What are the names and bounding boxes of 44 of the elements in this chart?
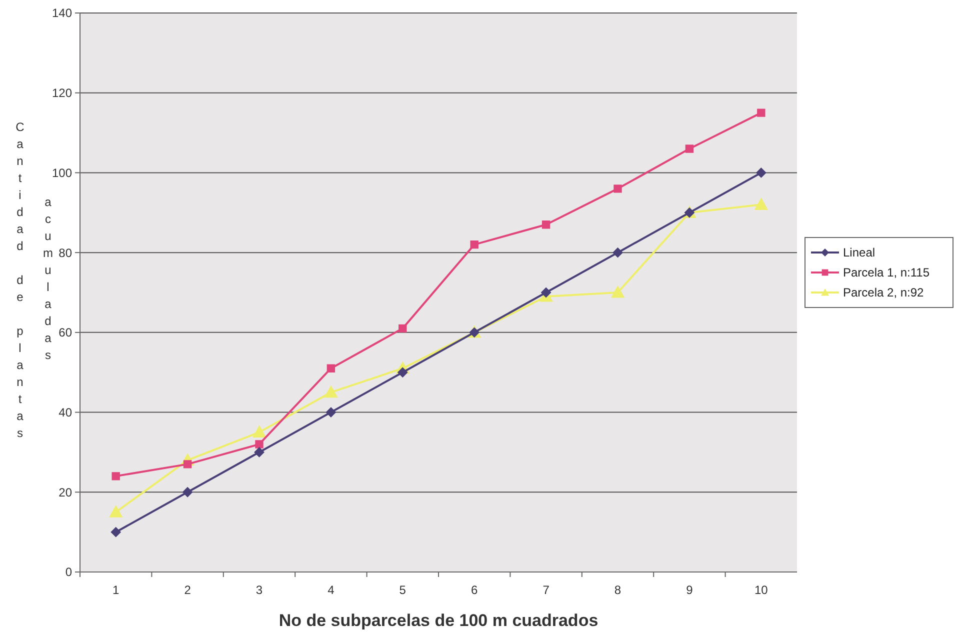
x-tick-label: 1 <box>112 583 120 597</box>
point <box>611 286 624 298</box>
x-tick-label: 6 <box>471 583 478 597</box>
point <box>470 240 478 249</box>
x-tick-label: 5 <box>399 583 406 597</box>
point <box>109 506 122 518</box>
x-tick-label: 4 <box>328 583 335 597</box>
x-tick-label: 10 <box>754 583 768 597</box>
point <box>326 364 336 372</box>
legend-label: Parcela 1, n:115 <box>843 266 930 280</box>
point <box>255 440 264 448</box>
point <box>754 198 768 210</box>
point <box>757 108 766 117</box>
point <box>612 248 623 258</box>
point <box>614 184 622 193</box>
point <box>182 487 193 498</box>
point <box>756 168 766 178</box>
point <box>254 447 264 458</box>
point <box>324 386 338 398</box>
legend-label: Lineal <box>843 246 876 260</box>
y-tick-label: 120 <box>52 86 72 100</box>
point <box>252 426 266 438</box>
x-tick-label: 9 <box>686 583 694 597</box>
y-tick-label: 20 <box>58 485 72 500</box>
y-tick-label: 140 <box>52 6 72 20</box>
x-tick-label: 7 <box>542 583 550 597</box>
x-tick-label: 2 <box>184 583 192 597</box>
point <box>110 527 121 538</box>
point <box>183 460 192 468</box>
point <box>112 472 120 480</box>
point <box>326 407 336 418</box>
point <box>398 324 407 333</box>
x-tick-label: 3 <box>256 583 263 597</box>
point <box>542 220 550 229</box>
point <box>685 144 694 153</box>
x-tick-label: 8 <box>614 583 622 597</box>
y-tick-label: 0 <box>65 565 72 580</box>
legend-label: Parcela 2, n:92 <box>843 286 924 300</box>
y-tick-label: 100 <box>52 166 72 180</box>
y-tick-label: 60 <box>58 326 72 340</box>
point <box>541 288 552 298</box>
y-tick-label: 80 <box>58 246 72 260</box>
y-tick-label: 40 <box>58 405 72 420</box>
x-axis-title: No de subparcelas de 100 m cuadrados <box>278 611 598 630</box>
